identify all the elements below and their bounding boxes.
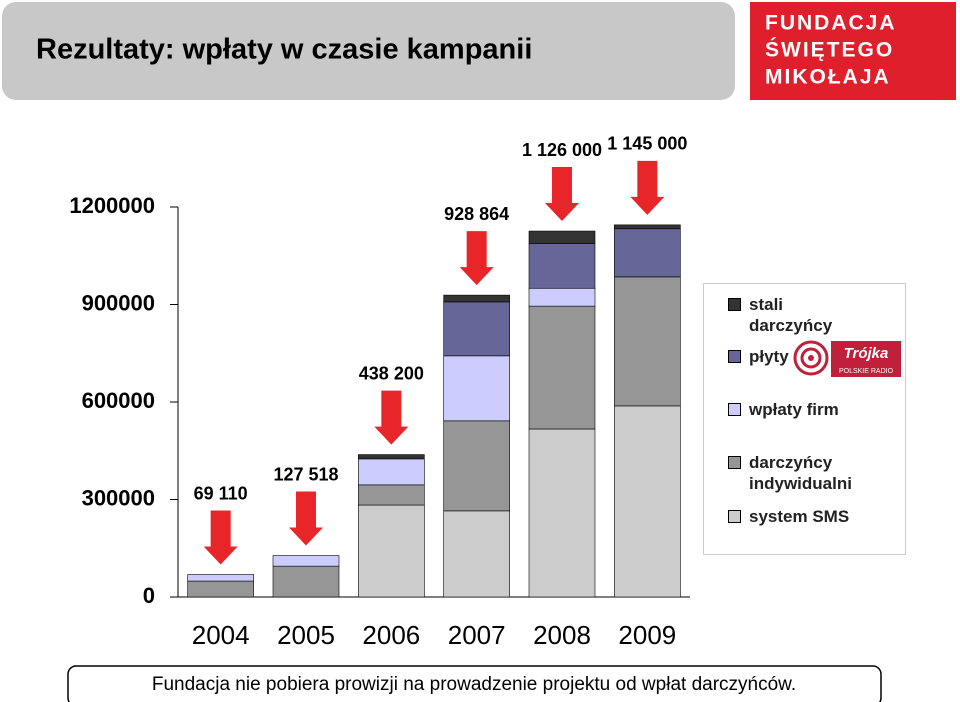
bar-segment — [528, 305, 596, 430]
y-tick-label: 300000 — [82, 485, 155, 510]
bar-segment — [528, 428, 596, 598]
total-label: 1 126 000 — [522, 140, 602, 160]
arrow — [289, 491, 323, 546]
legend-label: stali darczyńcy — [749, 295, 833, 335]
logo-text: MIKOŁAJA — [765, 66, 891, 89]
bar-segment — [528, 243, 596, 289]
logo-fundacja — [750, 2, 956, 100]
legend-item: stali darczyńcy — [728, 294, 869, 336]
bar-segment — [614, 276, 681, 407]
legend-label: darczyńcy indywidualni — [749, 453, 852, 493]
x-tick-label: 2007 — [448, 620, 506, 650]
bar-segment — [358, 484, 425, 506]
bar-segment — [443, 301, 510, 357]
legend-label: wpłaty firm — [749, 400, 839, 419]
legend-label: system SMS — [749, 507, 850, 526]
bar-segment — [443, 510, 510, 598]
legend-swatch — [728, 298, 741, 311]
bar-segment — [528, 287, 596, 307]
arrow — [630, 160, 665, 215]
x-tick-label: 2008 — [533, 620, 591, 650]
x-tick-label: 2006 — [362, 620, 420, 650]
x-tick-label: 2004 — [192, 620, 250, 650]
arrow — [203, 510, 238, 565]
legend: stali darczyńcy płyty wpłaty firm darczyńcy… — [703, 283, 906, 555]
total-label: 127 518 — [273, 464, 338, 484]
x-tick-label: 2005 — [277, 620, 335, 650]
y-tick-label: 900000 — [82, 290, 155, 315]
bar-segment — [187, 574, 254, 582]
arrow — [545, 167, 579, 222]
title: Rezultaty: wpłaty w czasie kampanii — [36, 34, 532, 66]
arrow — [459, 231, 494, 286]
bar-segment — [272, 555, 340, 567]
bar-segment — [443, 294, 510, 303]
bar-segment — [614, 405, 681, 598]
logo-text: Trójka — [844, 345, 889, 362]
logo-trojka: Trójka POLSKIE RADIO — [793, 340, 901, 377]
y-tick-label: 0 — [143, 583, 155, 608]
logo-text: FUNDACJA — [765, 12, 897, 35]
bar-segment — [358, 454, 425, 460]
legend-item: system SMS — [728, 506, 869, 527]
logo-text: ŚWIĘTEGO — [765, 38, 894, 62]
bar-segment — [358, 504, 425, 598]
legend-swatch — [728, 510, 741, 523]
total-label: 1 145 000 — [607, 134, 687, 154]
legend-swatch — [728, 403, 741, 416]
bar-segment — [272, 565, 340, 598]
bar-segment — [614, 224, 681, 230]
bar-segment — [443, 355, 510, 422]
legend-item: darczyńcy indywidualni — [728, 452, 869, 494]
legend-label: płyty — [749, 347, 789, 366]
x-tick-label: 2009 — [618, 620, 676, 650]
bar-segment — [443, 420, 510, 512]
bar-segment — [187, 580, 254, 598]
header-bar — [2, 2, 735, 100]
bar-segment — [614, 228, 681, 278]
total-label: 438 200 — [359, 363, 424, 383]
total-label: 69 110 — [194, 483, 248, 503]
y-tick-label: 600000 — [82, 388, 155, 413]
legend-swatch — [728, 456, 741, 469]
bar-segment — [358, 458, 425, 486]
legend-item: wpłaty firm — [728, 399, 869, 420]
bar-segment — [528, 230, 596, 244]
footer-text: Fundacja nie pobiera prowizji na prowadz… — [152, 674, 796, 695]
total-label: 928 864 — [444, 204, 509, 224]
y-tick-label: 1200000 — [69, 193, 155, 218]
legend-swatch — [728, 350, 741, 363]
footer-box — [67, 665, 882, 702]
arrow — [374, 390, 409, 445]
legend-item: płyty — [728, 346, 869, 367]
logo-text: POLSKIE RADIO — [839, 368, 894, 375]
